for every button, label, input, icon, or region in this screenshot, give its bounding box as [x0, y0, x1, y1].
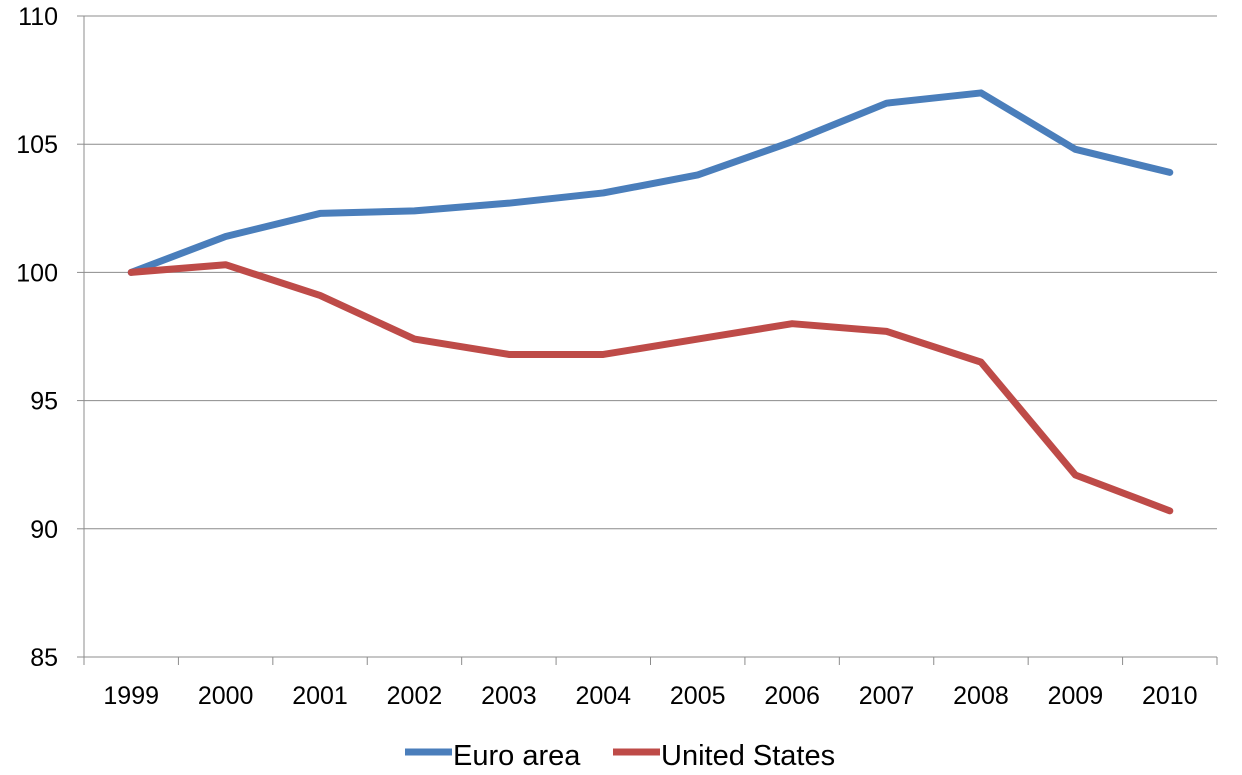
x-tick-label: 2006	[764, 682, 820, 710]
grid	[84, 15, 1217, 530]
series	[127, 89, 1174, 515]
axes: 85 90 95 100 105 110 1999 2000 2001 2002 2003 2004 2…	[16, 3, 1218, 710]
series-line-euro-area	[127, 89, 1174, 276]
y-tick-label: 85	[30, 644, 58, 672]
legend: Euro area United States	[405, 740, 835, 772]
series-line-united-states	[127, 261, 1174, 515]
legend-label: Euro area	[453, 740, 581, 772]
x-tick-label: 2000	[198, 682, 254, 710]
x-tick-label: 2001	[292, 682, 348, 710]
x-tick-label: 2007	[859, 682, 915, 710]
y-tick-label: 100	[16, 259, 58, 287]
x-tick-label: 2003	[481, 682, 537, 710]
legend-label: United States	[661, 740, 835, 772]
x-tick-label: 2004	[575, 682, 631, 710]
y-tick-label: 90	[30, 516, 58, 544]
x-tick-label: 2008	[953, 682, 1009, 710]
y-tick-label: 110	[18, 3, 58, 31]
y-tick-label: 105	[16, 131, 58, 159]
x-tick-label: 2010	[1142, 682, 1198, 710]
x-tick-label: 2009	[1048, 682, 1104, 710]
y-tick-label: 95	[30, 388, 58, 416]
x-tick-label: 2005	[670, 682, 726, 710]
x-tick-label: 1999	[103, 682, 159, 710]
x-tick-label: 2002	[387, 682, 443, 710]
